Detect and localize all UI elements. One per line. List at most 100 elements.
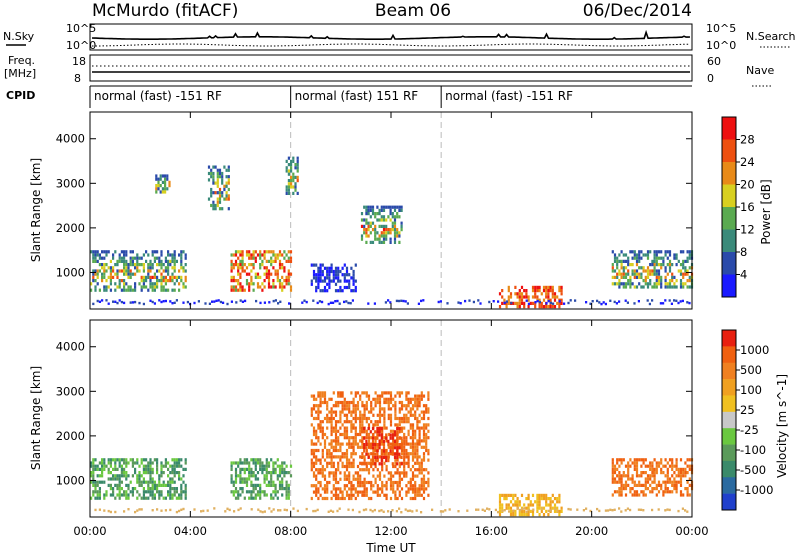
scatter-cell	[116, 275, 119, 279]
scatter-cell	[374, 224, 377, 228]
scatter-cell	[686, 259, 689, 263]
scatter-cell	[427, 436, 430, 440]
scatter-cell	[332, 426, 335, 430]
scatter-cell	[422, 410, 426, 414]
scatter-cell	[173, 461, 176, 465]
scatter-cell	[127, 272, 130, 276]
scatter-cell	[383, 461, 386, 465]
scatter-cell	[361, 445, 364, 449]
scatter-cell	[90, 480, 93, 484]
scatter-cell	[114, 263, 117, 267]
scatter-cell	[345, 273, 349, 277]
scatter-cell	[389, 487, 393, 491]
scatter-cell	[387, 400, 390, 405]
scatter-cell	[263, 477, 266, 481]
scatter-cell	[101, 464, 104, 468]
scatter-cell	[345, 266, 349, 270]
scatter-cell	[686, 250, 689, 254]
scatter-cell	[296, 156, 299, 160]
nsky-tick-bottom: 10^0	[66, 39, 96, 52]
scatter-cell	[348, 474, 351, 478]
scatter-cell	[210, 168, 213, 172]
scatter-cell	[664, 282, 667, 286]
ground-scatter-cell	[175, 299, 178, 302]
scatter-cell	[631, 269, 634, 273]
scatter-cell	[237, 493, 240, 497]
scatter-cell	[234, 490, 238, 494]
scatter-cell	[409, 484, 412, 488]
scatter-cell	[398, 443, 401, 447]
scatter-cell	[326, 407, 329, 411]
scatter-cell	[416, 448, 419, 453]
scatter-cell	[394, 458, 397, 462]
scatter-cell	[278, 250, 282, 254]
ground-scatter-cell	[640, 508, 643, 511]
scatter-cell	[398, 407, 401, 411]
scatter-cell	[332, 279, 335, 283]
scatter-cell	[96, 496, 99, 500]
ground-scatter-cell	[444, 509, 447, 512]
scatter-cell	[114, 477, 117, 481]
scatter-cell	[360, 430, 364, 434]
scatter-cell	[671, 275, 674, 279]
scatter-cell	[98, 461, 101, 465]
scatter-cell	[265, 269, 268, 273]
scatter-cell	[374, 439, 377, 443]
scatter-cell	[341, 407, 344, 411]
scatter-cell	[611, 269, 614, 273]
scatter-cell	[103, 250, 106, 254]
scatter-cell	[372, 468, 375, 472]
scatter-cell	[281, 464, 284, 468]
scatter-cell	[684, 487, 687, 491]
scatter-cell	[380, 433, 383, 437]
scatter-cell	[317, 404, 320, 408]
scatter-cell	[356, 445, 360, 449]
scatter-cell	[289, 259, 293, 263]
scatter-cell	[407, 420, 410, 424]
scatter-cell	[389, 452, 393, 456]
scatter-cell	[396, 228, 399, 232]
scatter-cell	[420, 471, 423, 475]
scatter-cell	[354, 452, 357, 456]
scatter-cell	[560, 285, 563, 289]
scatter-cell	[624, 282, 628, 286]
scatter-cell	[129, 250, 132, 254]
scatter-cell	[666, 474, 669, 478]
scatter-cell	[668, 464, 672, 468]
scatter-cell	[675, 461, 678, 465]
scatter-cell	[136, 496, 139, 500]
scatter-cell	[501, 301, 504, 305]
scatter-cell	[360, 218, 364, 222]
scatter-cell	[319, 276, 322, 280]
ground-scatter-cell	[611, 509, 614, 512]
scatter-cell	[278, 474, 282, 478]
scatter-cell	[398, 208, 401, 212]
scatter-cell	[542, 497, 546, 501]
scatter-cell	[292, 159, 295, 163]
scatter-cell	[334, 496, 338, 501]
scatter-cell	[629, 458, 632, 462]
scatter-cell	[323, 391, 327, 395]
scatter-cell	[684, 272, 687, 276]
date-title: 06/Dec/2014	[583, 1, 692, 21]
scatter-cell	[259, 253, 262, 257]
scatter-cell	[278, 480, 282, 484]
ground-scatter-cell	[186, 300, 189, 304]
scatter-cell	[392, 464, 395, 469]
scatter-cell	[285, 490, 288, 494]
scatter-cell	[664, 483, 667, 487]
scatter-cell	[140, 483, 143, 487]
scatter-cell	[96, 269, 99, 273]
scatter-cell	[341, 289, 344, 293]
scatter-cell	[538, 500, 541, 504]
scatter-cell	[523, 503, 526, 507]
scatter-cell	[116, 263, 119, 267]
scatter-cell	[649, 461, 652, 465]
scatter-cell	[660, 458, 663, 462]
scatter-cell	[101, 461, 104, 465]
scatter-cell	[400, 439, 404, 443]
scatter-cell	[416, 416, 419, 421]
scatter-cell	[385, 480, 388, 485]
ground-scatter-cell	[651, 299, 654, 302]
